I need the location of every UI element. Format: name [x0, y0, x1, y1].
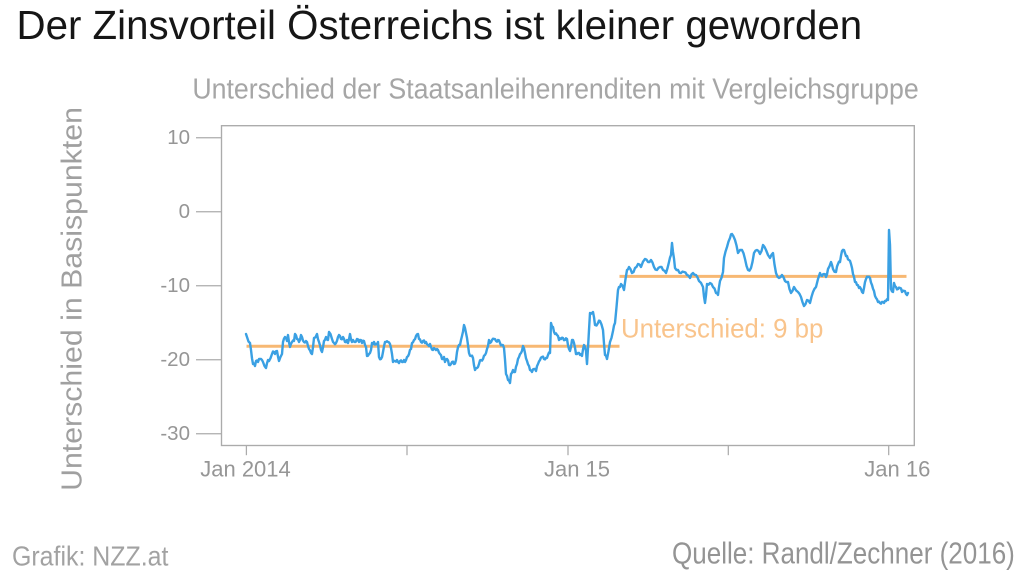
svg-text:10: 10	[167, 126, 190, 149]
svg-text:0: 0	[179, 200, 190, 223]
svg-text:Grafik: NZZ.at: Grafik: NZZ.at	[12, 540, 169, 572]
svg-text:Unterschied in Basispunkten: Unterschied in Basispunkten	[56, 107, 88, 491]
svg-text:Jan 15: Jan 15	[544, 456, 610, 481]
svg-text:-20: -20	[160, 348, 190, 371]
svg-text:Quelle: Randl/Zechner (2016): Quelle: Randl/Zechner (2016)	[672, 536, 1015, 571]
svg-text:Unterschied: 9 bp: Unterschied: 9 bp	[621, 313, 823, 343]
svg-text:Jan 16: Jan 16	[864, 456, 930, 481]
svg-text:-30: -30	[160, 422, 190, 445]
svg-text:Jan 2014: Jan 2014	[200, 456, 291, 481]
svg-text:Der Zinsvorteil Österreichs is: Der Zinsvorteil Österreichs ist kleiner …	[17, 2, 863, 48]
svg-text:-10: -10	[160, 274, 190, 297]
svg-text:Unterschied der Staatsanleihen: Unterschied der Staatsanleihenrenditen m…	[192, 73, 918, 105]
